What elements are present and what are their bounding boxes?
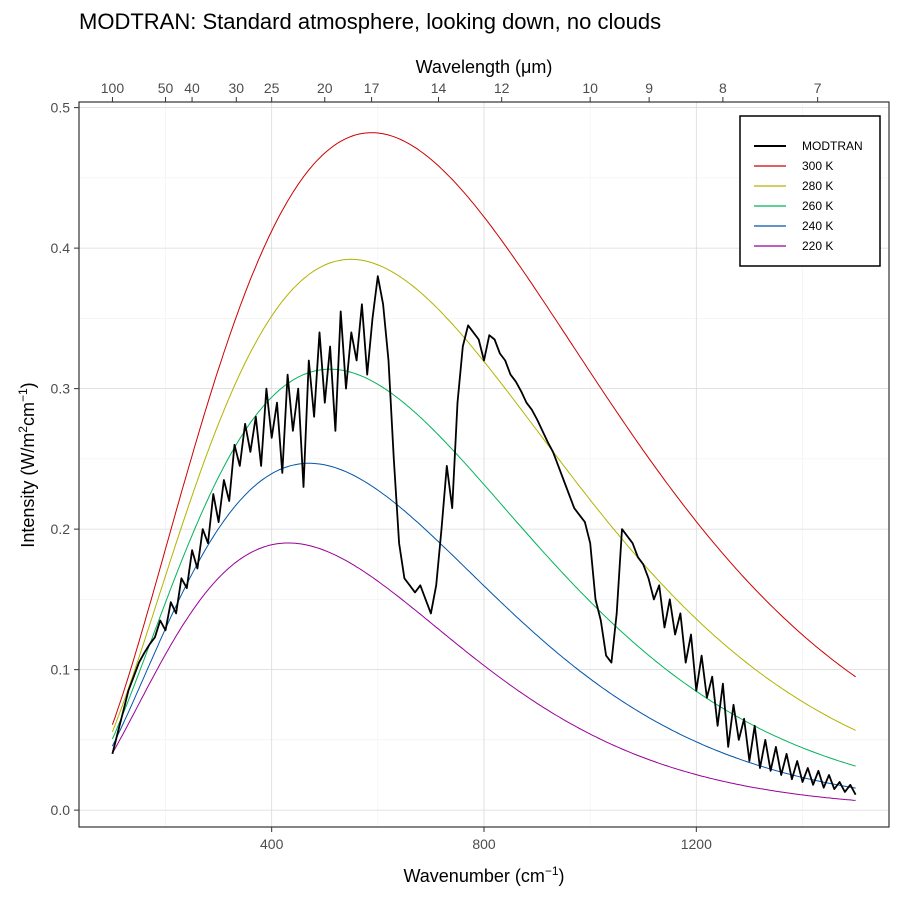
blackbody-curve-280k xyxy=(111,258,856,733)
top-tick-label: 40 xyxy=(184,80,200,96)
x-axis: 400 800 1200 xyxy=(260,827,712,852)
legend-box xyxy=(739,115,881,267)
y-tick-label: 0.2 xyxy=(51,521,71,537)
grid xyxy=(79,102,889,827)
y-tick-label: 0.4 xyxy=(51,240,71,256)
y-axis-title-main: Intensity (W/m xyxy=(18,433,38,548)
y-axis-title-close: ) xyxy=(18,382,38,388)
blackbody-curve-220k xyxy=(111,542,856,801)
y-tick-label: 0.0 xyxy=(51,802,71,818)
top-axis-title-prefix: Wavelength ( xyxy=(416,57,521,77)
top-tick-label: 100 xyxy=(101,80,125,96)
legend-label: 300 K xyxy=(802,159,833,173)
x-axis-title-main: Wavenumber (cm xyxy=(403,866,544,886)
top-tick-label: 9 xyxy=(645,80,653,96)
y-axis-title-sup1: 2 xyxy=(16,426,30,433)
legend-label: MODTRAN xyxy=(802,139,863,153)
legend-label: 280 K xyxy=(802,179,833,193)
y-tick-label: 0.5 xyxy=(51,100,71,116)
legend-label: 240 K xyxy=(802,219,833,233)
legend: MODTRAN 300 K 280 K 260 K 240 K 220 K xyxy=(739,115,881,267)
chart-title: MODTRAN: Standard atmosphere, looking do… xyxy=(79,9,661,34)
top-axis-title-unit: μm xyxy=(521,57,546,77)
modtran-line xyxy=(111,275,857,796)
top-tick-label: 50 xyxy=(158,80,174,96)
top-tick-label: 12 xyxy=(494,80,510,96)
top-tick-label: 10 xyxy=(582,80,598,96)
x-axis-title-close: ) xyxy=(559,866,565,886)
top-tick-label: 8 xyxy=(719,80,727,96)
x-axis-title: Wavenumber (cm−1) xyxy=(403,864,564,886)
x-axis-title-sup: −1 xyxy=(545,864,559,878)
x-tick-label: 400 xyxy=(260,836,284,852)
y-axis-title-sup2: −1 xyxy=(16,388,30,402)
blackbody-curves xyxy=(111,132,856,801)
y-tick-label: 0.3 xyxy=(51,381,71,397)
x-tick-label: 1200 xyxy=(681,836,712,852)
modtran-series xyxy=(111,275,857,796)
legend-label: 220 K xyxy=(802,239,833,253)
y-axis: 0.0 0.1 0.2 0.3 0.4 0.5 xyxy=(51,100,79,818)
top-tick-label: 30 xyxy=(229,80,245,96)
y-axis-title-mid: cm xyxy=(18,402,38,426)
blackbody-curve-300k xyxy=(111,132,856,725)
y-tick-label: 0.1 xyxy=(51,662,71,678)
top-tick-label: 17 xyxy=(364,80,380,96)
top-axis: 100 50 40 30 25 20 17 14 12 10 9 8 7 xyxy=(101,80,822,102)
x-tick-label: 800 xyxy=(472,836,496,852)
legend-label: 260 K xyxy=(802,199,833,213)
blackbody-curve-240k xyxy=(111,462,856,789)
top-tick-label: 20 xyxy=(317,80,333,96)
top-axis-title-close: ) xyxy=(546,57,552,77)
top-tick-label: 14 xyxy=(431,80,447,96)
top-tick-label: 7 xyxy=(814,80,822,96)
top-axis-title: Wavelength (μm) xyxy=(416,57,553,77)
top-tick-label: 25 xyxy=(264,80,280,96)
y-axis-title: Intensity (W/m2cm−1) xyxy=(16,382,38,547)
